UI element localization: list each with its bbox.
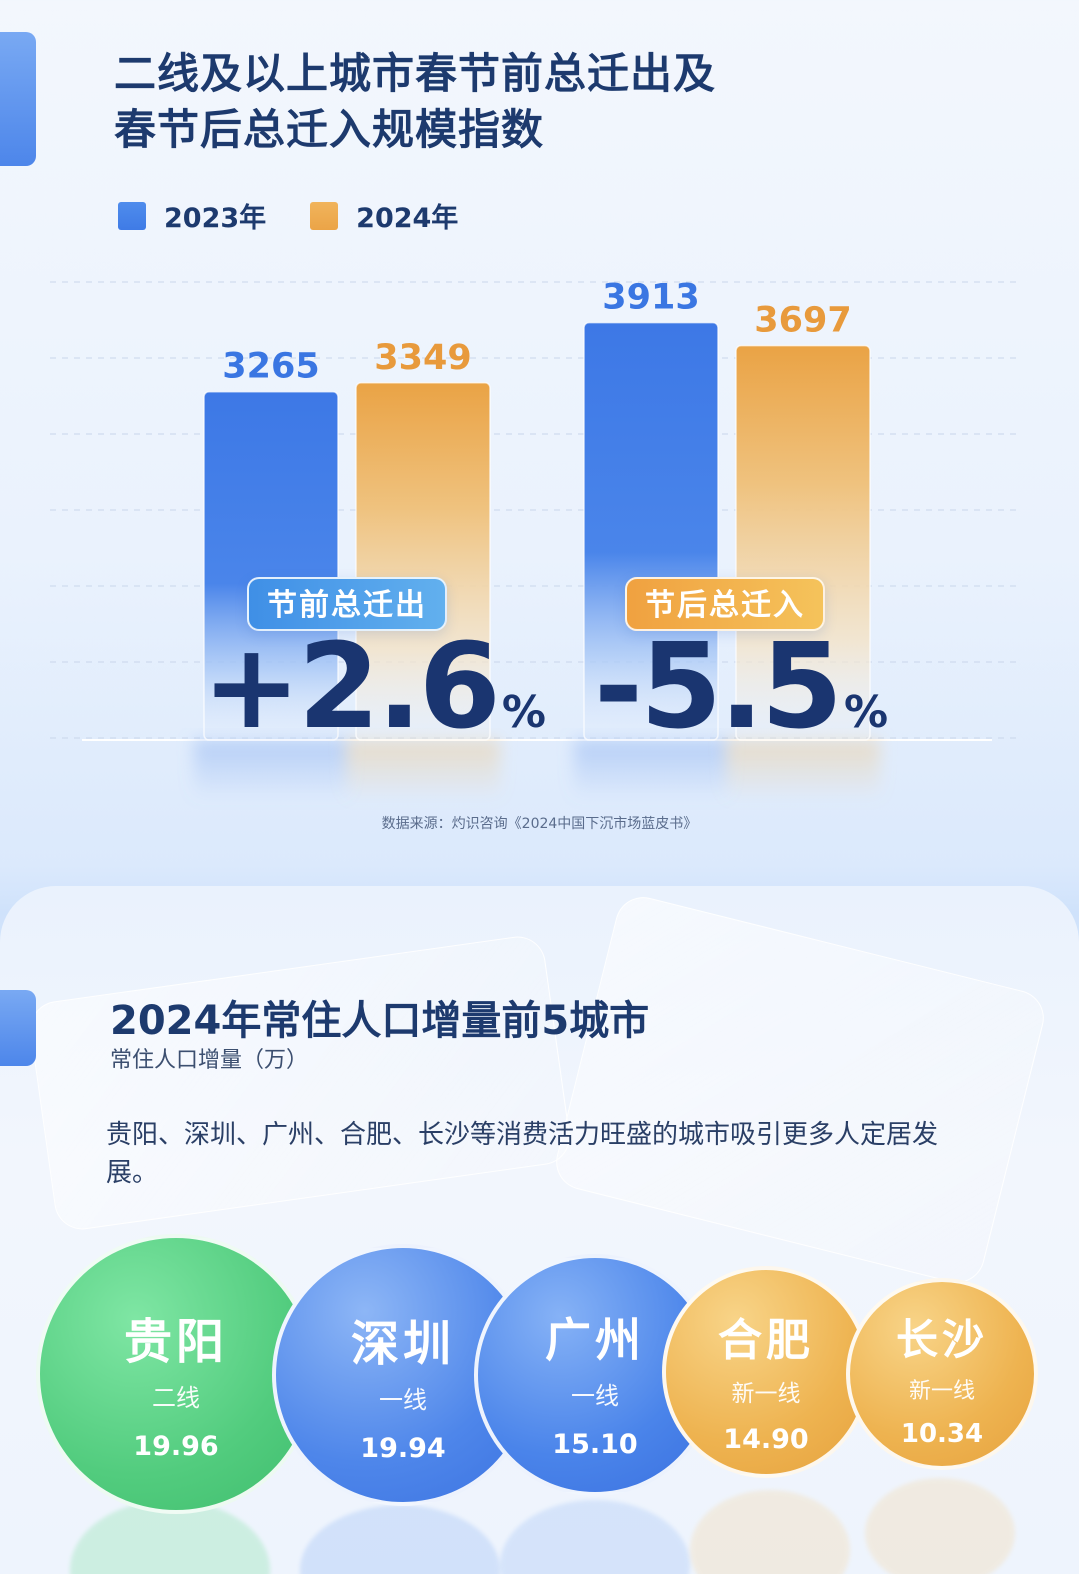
- section2-accent-bar: [0, 990, 36, 1066]
- bubble-city-guangzhou: 广州: [545, 1313, 645, 1367]
- section1-title-line1: 二线及以上城市春节前总迁出及: [114, 49, 717, 98]
- bar-chart: 3265 3349 3913 3697: [50, 278, 1022, 800]
- bubble-tier-guiyang: 二线: [152, 1384, 200, 1412]
- section2-title: 2024年常住人口增量前5城市: [110, 998, 650, 1044]
- bar-shadow-pre-festival-2024: [346, 740, 500, 800]
- bar-value-labels: 3265 3349 3913 3697: [222, 278, 851, 387]
- badge-post-festival-inflow: 节后总迁入: [625, 577, 825, 631]
- legend-swatch-2024: [310, 201, 339, 230]
- bubble-value-hefei: 14.90: [723, 1424, 809, 1455]
- bar-label-post-festival-2023: 3913: [602, 278, 699, 318]
- section2-description: 贵阳、深圳、广州、合肥、长沙等消费活力旺盛的城市吸引更多人定居发展。: [106, 1120, 939, 1188]
- bubble-shenzhen: 深圳 一线 19.94: [272, 1244, 534, 1506]
- bubble-tier-hefei: 新一线: [731, 1381, 801, 1407]
- bubble-reflection-changsha: [865, 1478, 1015, 1574]
- bubble-value-changsha: 10.34: [900, 1419, 984, 1449]
- bar-post-festival-2023: [583, 321, 719, 741]
- bubble-city-shenzhen: 深圳: [350, 1316, 455, 1372]
- bubble-value-guiyang: 19.96: [133, 1431, 219, 1462]
- bubble-tier-guangzhou: 一线: [571, 1382, 619, 1410]
- bubble-tier-shenzhen: 一线: [379, 1386, 427, 1414]
- change-post-festival: -5.5%: [594, 626, 888, 773]
- bubble-city-changsha: 长沙: [895, 1315, 988, 1364]
- bar-label-pre-festival-2024: 3349: [374, 338, 471, 378]
- change-pre-festival: +2.6%: [202, 626, 546, 773]
- change-pre-festival-unit: %: [501, 687, 546, 738]
- section1-accent-bar: [0, 32, 36, 166]
- bubble-city-hefei: 合肥: [718, 1315, 814, 1366]
- legend-item-2024: 2024年: [310, 196, 458, 235]
- section2-subtitle: 常住人口增量（万）: [110, 1048, 309, 1073]
- bar-post-festival-2024: [735, 344, 871, 741]
- legend-swatch-2023: [118, 201, 146, 230]
- bubble-value-shenzhen: 19.94: [360, 1433, 446, 1464]
- legend-item-2023: 2023年: [118, 196, 266, 235]
- bubble-tier-changsha: 新一线: [908, 1379, 975, 1404]
- bubble-value-guangzhou: 15.10: [552, 1429, 638, 1460]
- bar-label-post-festival-2024: 3697: [754, 301, 851, 341]
- badge-pre-festival-outflow: 节前总迁出: [247, 577, 447, 631]
- change-post-festival-unit: %: [844, 687, 889, 738]
- data-source-note: 数据来源：灼识咨询《2024中国下沉市场蓝皮书》: [381, 816, 698, 832]
- bar-shadow-pre-festival-2023: [194, 740, 348, 800]
- legend-label-2024: 2024年: [356, 203, 459, 234]
- bar-label-pre-festival-2023: 3265: [222, 347, 319, 387]
- bubble-city-guiyang: 贵阳: [123, 1314, 228, 1370]
- change-pre-festival-value: +2.6: [202, 617, 501, 755]
- bar-shadow-post-festival-2024: [726, 740, 880, 800]
- bubble-changsha: 长沙 新一线 10.34: [846, 1278, 1038, 1470]
- chart-legend: 2023年 2024年: [118, 196, 502, 235]
- bubble-guangzhou: 广州 一线 15.10: [474, 1254, 716, 1496]
- bubble-hefei: 合肥 新一线 14.90: [662, 1266, 870, 1478]
- legend-label-2023: 2023年: [164, 203, 267, 234]
- section1-title: 二线及以上城市春节前总迁出及 春节后总迁入规模指数: [114, 46, 834, 158]
- section1-title-line2: 春节后总迁入规模指数: [114, 105, 545, 154]
- bar-pre-festival-2024: [355, 382, 491, 741]
- bar-shadow-post-festival-2023: [574, 740, 728, 800]
- bar-pre-festival-2023: [203, 390, 339, 741]
- change-post-festival-value: -5.5: [594, 617, 843, 755]
- bars-group: [194, 321, 880, 800]
